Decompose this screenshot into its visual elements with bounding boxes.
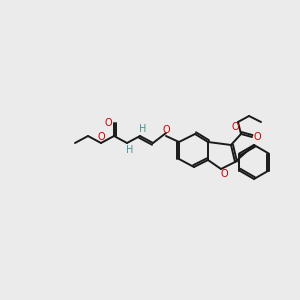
Text: H: H [126, 145, 134, 155]
Text: H: H [139, 124, 147, 134]
Text: O: O [220, 169, 228, 179]
Text: O: O [231, 122, 239, 132]
Text: O: O [253, 132, 261, 142]
Text: O: O [104, 118, 112, 128]
Text: O: O [162, 125, 170, 135]
Text: O: O [97, 132, 105, 142]
